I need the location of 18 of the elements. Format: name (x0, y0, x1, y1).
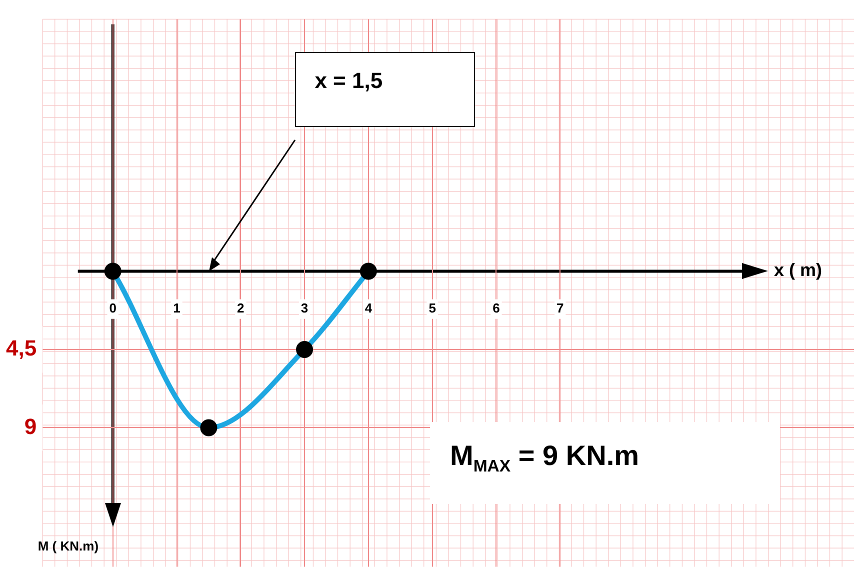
x-tick-label: 6 (492, 300, 500, 316)
y-tick-label: 9 (24, 414, 37, 439)
x-tick-label: 0 (109, 300, 116, 316)
x-tick-label: 2 (237, 300, 244, 316)
x-tick-label: 3 (300, 300, 308, 316)
point (360, 262, 377, 280)
point (200, 419, 218, 436)
x-tick-label: 1 (173, 300, 180, 316)
annotation: x = 1,5 (314, 68, 383, 94)
y-axis-title: M ( KN.m) (38, 538, 99, 554)
point (296, 341, 314, 358)
x-tick-label: 4 (364, 300, 373, 316)
x-tick-label: 5 (428, 300, 436, 316)
x-axis-title: x ( m) (774, 260, 822, 280)
x-tick-label: 7 (556, 300, 564, 316)
point (104, 262, 122, 280)
y-tick-label: 4,5 (6, 336, 37, 361)
annotation: M$_{MAX}$ = 9 KN.m (450, 440, 640, 477)
